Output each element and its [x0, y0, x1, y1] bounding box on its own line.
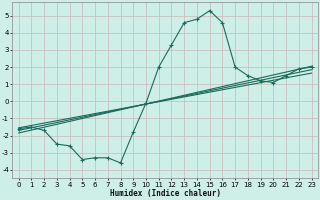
- X-axis label: Humidex (Indice chaleur): Humidex (Indice chaleur): [109, 189, 220, 198]
